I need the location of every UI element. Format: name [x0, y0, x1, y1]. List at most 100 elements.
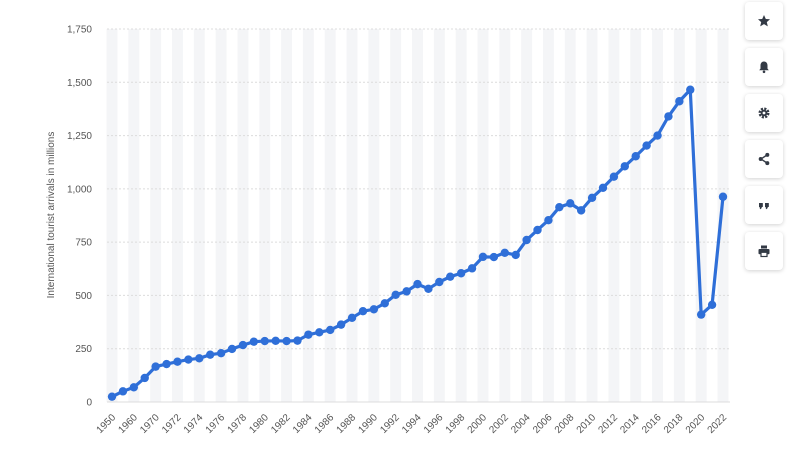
data-point[interactable] — [576, 206, 586, 215]
x-tick-label: 1970 — [138, 412, 162, 436]
data-point[interactable] — [718, 192, 728, 201]
data-point[interactable] — [184, 355, 193, 364]
data-point[interactable] — [238, 340, 248, 350]
data-point[interactable] — [642, 141, 651, 150]
data-point[interactable] — [391, 290, 400, 299]
data-point[interactable] — [129, 383, 139, 392]
data-point[interactable] — [336, 320, 346, 329]
data-point[interactable] — [347, 313, 357, 323]
data-point[interactable] — [227, 344, 237, 354]
data-point[interactable] — [686, 85, 695, 94]
column-band — [193, 29, 205, 402]
data-point[interactable] — [413, 279, 422, 289]
data-point[interactable] — [609, 172, 619, 181]
data-point[interactable] — [489, 252, 499, 262]
data-point[interactable] — [675, 97, 684, 106]
column-band — [106, 29, 118, 402]
data-point[interactable] — [369, 305, 379, 314]
data-point[interactable] — [587, 193, 597, 203]
data-point[interactable] — [478, 252, 488, 262]
column-band — [324, 29, 336, 402]
data-point[interactable] — [118, 387, 128, 396]
print-button[interactable] — [745, 232, 783, 270]
cite-button[interactable] — [745, 186, 783, 224]
data-point[interactable] — [631, 152, 640, 161]
column-band — [433, 29, 445, 402]
data-point[interactable] — [151, 362, 160, 371]
data-point[interactable] — [140, 373, 149, 383]
column-band — [346, 29, 358, 402]
side-toolbar — [745, 2, 783, 270]
data-point[interactable] — [664, 112, 673, 121]
x-axis-ticks: 1950196019701972197419761978198019821984… — [95, 412, 730, 436]
data-point[interactable] — [195, 354, 204, 363]
data-point[interactable] — [271, 336, 280, 346]
share-button[interactable] — [745, 140, 783, 178]
notification-button[interactable] — [745, 48, 783, 86]
data-point[interactable] — [456, 269, 466, 278]
column-band — [673, 29, 685, 402]
y-tick-label: 250 — [75, 344, 92, 355]
data-point[interactable] — [162, 359, 171, 369]
data-point[interactable] — [446, 272, 455, 281]
column-band — [586, 29, 598, 402]
data-point[interactable] — [696, 310, 706, 319]
data-points — [107, 85, 728, 401]
column-band — [150, 29, 162, 402]
x-tick-label: 1960 — [116, 412, 140, 436]
data-point[interactable] — [315, 328, 324, 337]
data-point[interactable] — [653, 131, 662, 140]
data-point[interactable] — [293, 336, 302, 345]
data-point[interactable] — [555, 202, 564, 212]
data-point[interactable] — [522, 235, 531, 245]
data-point[interactable] — [598, 183, 608, 192]
data-point[interactable] — [260, 336, 269, 346]
column-band — [215, 29, 227, 402]
data-point[interactable] — [707, 300, 717, 310]
x-tick-label: 2006 — [531, 412, 555, 436]
settings-button[interactable] — [745, 94, 783, 132]
y-tick-label: 1,750 — [67, 25, 92, 36]
data-point[interactable] — [107, 392, 117, 401]
data-point[interactable] — [533, 225, 542, 235]
column-band — [564, 29, 576, 402]
data-point[interactable] — [249, 337, 259, 346]
data-point[interactable] — [173, 357, 182, 366]
data-point[interactable] — [500, 248, 509, 257]
x-tick-label: 1994 — [400, 412, 424, 436]
data-point[interactable] — [566, 199, 575, 208]
data-point[interactable] — [435, 277, 444, 287]
column-band — [630, 29, 642, 402]
data-point[interactable] — [620, 162, 630, 171]
x-tick-label: 1978 — [226, 412, 250, 436]
x-tick-label: 1980 — [247, 412, 271, 436]
star-icon — [758, 15, 770, 27]
data-point[interactable] — [424, 284, 433, 294]
data-point[interactable] — [205, 350, 215, 359]
x-tick-label: 2020 — [684, 412, 708, 436]
data-point[interactable] — [304, 330, 313, 339]
x-tick-label: 1986 — [313, 412, 337, 436]
favorite-button[interactable] — [745, 2, 783, 40]
data-point[interactable] — [282, 336, 291, 346]
column-band — [390, 29, 402, 402]
column-band — [128, 29, 140, 402]
x-tick-label: 1990 — [356, 412, 380, 436]
data-point[interactable] — [358, 307, 368, 316]
data-point[interactable] — [511, 250, 520, 260]
data-point[interactable] — [380, 299, 389, 308]
column-band — [542, 29, 554, 402]
data-point[interactable] — [544, 215, 553, 225]
data-point[interactable] — [402, 287, 411, 296]
column-band — [608, 29, 620, 402]
data-point[interactable] — [467, 264, 477, 273]
data-point[interactable] — [216, 348, 226, 358]
column-band — [172, 29, 183, 402]
x-tick-label: 1974 — [182, 412, 206, 436]
x-tick-label: 1950 — [95, 412, 119, 436]
data-point[interactable] — [326, 325, 335, 335]
x-tick-label: 2022 — [706, 412, 730, 436]
x-tick-label: 1988 — [335, 412, 359, 436]
x-tick-label: 1972 — [160, 412, 184, 436]
